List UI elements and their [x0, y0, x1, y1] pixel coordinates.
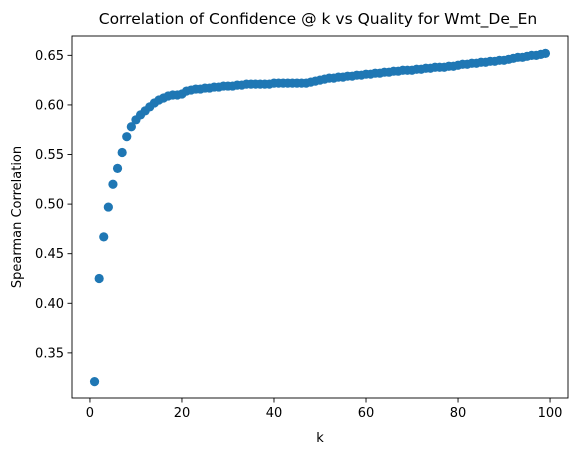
y-tick-label: 0.60 — [35, 98, 64, 113]
data-point — [118, 148, 127, 157]
data-point — [99, 232, 108, 241]
data-point — [104, 202, 113, 211]
y-axis-label: Spearman Correlation — [10, 146, 25, 288]
y-tick-label: 0.50 — [35, 198, 64, 213]
x-tick-label: 80 — [450, 406, 467, 421]
x-tick-label: 40 — [266, 406, 283, 421]
chart-title: Correlation of Confidence @ k vs Quality… — [99, 10, 538, 29]
data-point — [113, 164, 122, 173]
data-point — [122, 132, 131, 141]
y-tick-label: 0.40 — [35, 297, 64, 312]
x-tick-label: 100 — [538, 406, 563, 421]
data-point — [541, 49, 550, 58]
data-point — [108, 180, 117, 189]
x-tick-label: 0 — [86, 406, 94, 421]
x-tick-label: 20 — [174, 406, 191, 421]
data-point — [90, 377, 99, 386]
data-point — [95, 274, 104, 283]
y-tick-label: 0.45 — [35, 247, 64, 262]
y-tick-label: 0.55 — [35, 148, 64, 163]
x-tick-label: 60 — [358, 406, 375, 421]
y-tick-label: 0.65 — [35, 49, 64, 64]
y-tick-label: 0.35 — [35, 346, 64, 361]
x-axis-label: k — [316, 431, 324, 446]
